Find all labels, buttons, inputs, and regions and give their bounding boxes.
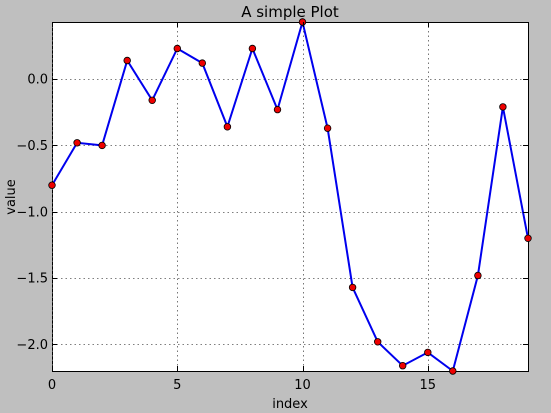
y-tick-label: −2.0 <box>16 338 48 353</box>
data-point <box>323 124 332 132</box>
data-point <box>198 59 206 67</box>
data-point <box>348 283 357 292</box>
x-tick-label: 5 <box>173 378 181 393</box>
data-point <box>449 367 457 375</box>
data-point <box>48 181 56 189</box>
series-line <box>51 18 529 373</box>
y-tick-label: 0.0 <box>27 73 48 88</box>
tick-layer: 0 5 10 15 0.0 −0.5 −1.0 −1.5 −2.0 <box>16 22 528 393</box>
data-point <box>98 141 106 150</box>
data-point <box>148 96 156 104</box>
x-tick-label: 0 <box>48 378 56 393</box>
series-layer <box>48 18 532 375</box>
x-axis-label: index <box>272 397 308 412</box>
chart-title: A simple Plot <box>241 3 339 21</box>
data-point <box>273 105 282 114</box>
data-point <box>474 271 482 280</box>
x-tick-label: 10 <box>294 378 311 393</box>
data-point <box>223 123 232 131</box>
x-tick-label: 15 <box>420 378 437 393</box>
data-point <box>399 362 407 370</box>
data-point <box>424 348 432 357</box>
data-point <box>73 139 81 147</box>
data-point <box>123 56 131 65</box>
y-axis-label: value <box>4 179 19 215</box>
y-tick-label: −1.5 <box>16 272 48 287</box>
plot-area <box>52 22 529 372</box>
data-point <box>374 338 382 346</box>
y-tick-label: −0.5 <box>16 139 48 154</box>
data-point <box>248 44 257 53</box>
data-point <box>499 103 507 111</box>
grid-layer <box>52 22 528 371</box>
data-point <box>173 44 181 53</box>
data-point <box>524 234 532 242</box>
data-point <box>298 18 307 26</box>
y-tick-label: −1.0 <box>16 205 48 220</box>
